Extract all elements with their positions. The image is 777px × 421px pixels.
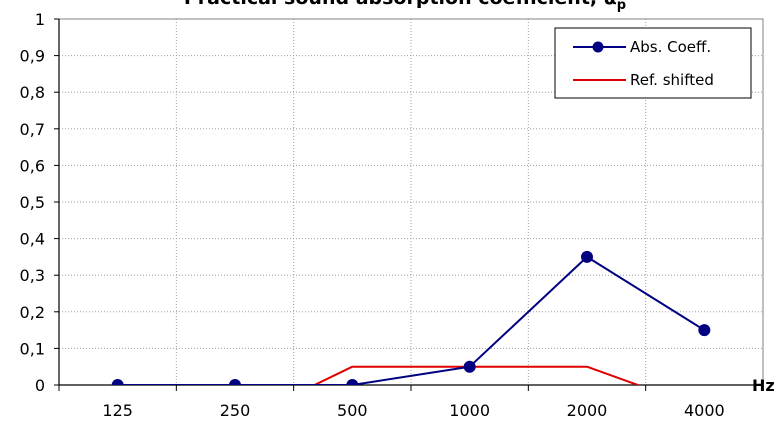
x-tick-label: 1000 [449, 401, 490, 420]
y-tick-label: 0,3 [20, 266, 45, 285]
legend-label-abs-coeff: Abs. Coeff. [630, 38, 711, 56]
y-tick-label: 0 [35, 376, 45, 395]
grid-lines [59, 19, 763, 385]
legend-marker-abs-coeff [592, 41, 604, 53]
x-tick-label: 250 [220, 401, 251, 420]
series-line-abs-coeff [117, 255, 705, 385]
y-tick-label: 0,5 [20, 193, 45, 212]
legend-box [554, 27, 752, 99]
y-tick-label: 0,8 [20, 83, 45, 102]
chart-title-text: Practical sound absorption coefficient, [184, 0, 604, 9]
chart-title-symbol: α [604, 0, 617, 9]
y-tick-label: 0,9 [20, 47, 45, 66]
chart-title-subscript: p [617, 0, 626, 13]
y-axis: 0 0,1 0,2 0,3 0,4 0,5 0,6 0,7 0,8 0,9 1 [20, 10, 59, 395]
series-layer [111, 250, 711, 385]
y-tick-label: 1 [35, 10, 45, 29]
y-tick-label: 0,2 [20, 303, 45, 322]
data-point-abs-coeff [463, 360, 476, 373]
x-tick-label: 500 [337, 401, 368, 420]
x-tick-label: 4000 [684, 401, 725, 420]
data-point-abs-coeff [229, 379, 241, 385]
legend-label-ref-shifted: Ref. shifted [630, 71, 714, 89]
y-tick-label: 0,1 [20, 339, 45, 358]
data-point-abs-coeff [698, 324, 711, 337]
data-point-abs-coeff [581, 250, 593, 263]
chart-title: Practical sound absorption coefficient, … [184, 0, 626, 13]
y-tick-label: 0,6 [20, 156, 45, 175]
data-point-abs-coeff [111, 379, 124, 385]
legend: Abs. Coeff. Ref. shifted [554, 27, 752, 99]
data-point-abs-coeff [346, 379, 359, 385]
x-axis-unit-label: Hz [752, 376, 775, 395]
x-axis: 125 250 500 1000 2000 4000 [58, 385, 764, 420]
x-tick-label: 125 [102, 401, 133, 420]
y-tick-label: 0,7 [20, 120, 45, 139]
y-tick-label: 0,4 [20, 230, 45, 249]
x-tick-label: 2000 [567, 401, 608, 420]
